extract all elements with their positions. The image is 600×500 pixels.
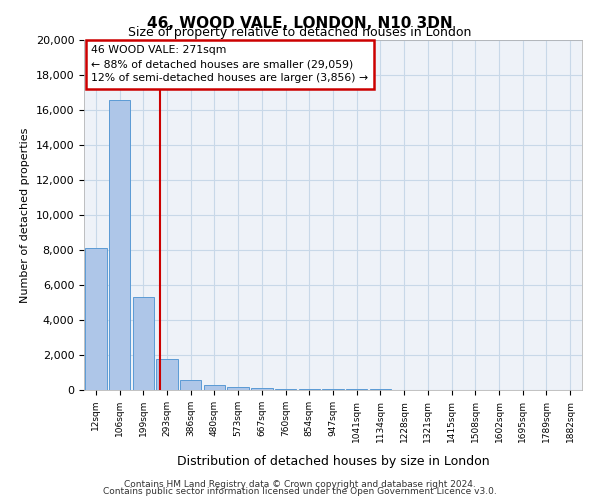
Bar <box>133 297 154 390</box>
Bar <box>322 389 344 390</box>
Bar <box>227 388 249 390</box>
Y-axis label: Number of detached properties: Number of detached properties <box>20 128 30 302</box>
Bar <box>180 380 202 390</box>
Text: Distribution of detached houses by size in London: Distribution of detached houses by size … <box>176 454 490 468</box>
Text: 46 WOOD VALE: 271sqm
← 88% of detached houses are smaller (29,059)
12% of semi-d: 46 WOOD VALE: 271sqm ← 88% of detached h… <box>91 46 368 84</box>
Bar <box>251 388 272 390</box>
Bar <box>275 388 296 390</box>
Bar <box>157 358 178 390</box>
Text: Contains HM Land Registry data © Crown copyright and database right 2024.: Contains HM Land Registry data © Crown c… <box>124 480 476 489</box>
Text: Contains public sector information licensed under the Open Government Licence v3: Contains public sector information licen… <box>103 487 497 496</box>
Bar <box>85 248 107 390</box>
Text: Size of property relative to detached houses in London: Size of property relative to detached ho… <box>128 26 472 39</box>
Bar <box>109 100 130 390</box>
Text: 46, WOOD VALE, LONDON, N10 3DN: 46, WOOD VALE, LONDON, N10 3DN <box>147 16 453 31</box>
Bar <box>204 385 225 390</box>
Bar <box>299 389 320 390</box>
